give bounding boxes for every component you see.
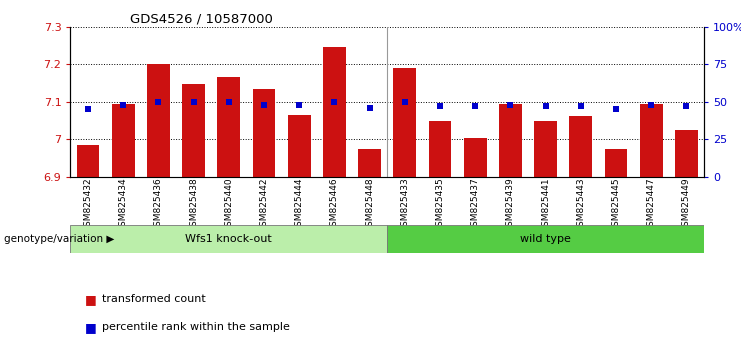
Text: GSM825433: GSM825433 bbox=[400, 177, 409, 232]
Text: GSM825448: GSM825448 bbox=[365, 177, 374, 232]
Bar bbox=[112, 104, 135, 177]
Text: percentile rank within the sample: percentile rank within the sample bbox=[102, 322, 290, 332]
Text: GSM825440: GSM825440 bbox=[225, 177, 233, 232]
Text: ■: ■ bbox=[85, 321, 97, 334]
Text: GSM825432: GSM825432 bbox=[84, 177, 93, 232]
Bar bbox=[464, 138, 487, 177]
Text: GSM825439: GSM825439 bbox=[506, 177, 515, 232]
Bar bbox=[76, 145, 99, 177]
Bar bbox=[358, 149, 381, 177]
Text: ■: ■ bbox=[85, 293, 97, 306]
Bar bbox=[147, 64, 170, 177]
Bar bbox=[182, 84, 205, 177]
Text: GSM825442: GSM825442 bbox=[259, 177, 268, 232]
Text: GDS4526 / 10587000: GDS4526 / 10587000 bbox=[130, 12, 273, 25]
Text: GSM825437: GSM825437 bbox=[471, 177, 479, 232]
Bar bbox=[569, 116, 592, 177]
Text: GSM825443: GSM825443 bbox=[576, 177, 585, 232]
Text: wild type: wild type bbox=[520, 234, 571, 244]
Text: GSM825438: GSM825438 bbox=[189, 177, 198, 232]
Bar bbox=[70, 225, 387, 253]
Text: GSM825441: GSM825441 bbox=[541, 177, 550, 232]
Text: Wfs1 knock-out: Wfs1 knock-out bbox=[185, 234, 272, 244]
Text: GSM825444: GSM825444 bbox=[295, 177, 304, 232]
Bar bbox=[323, 47, 346, 177]
Text: genotype/variation ▶: genotype/variation ▶ bbox=[4, 234, 114, 244]
Text: GSM825435: GSM825435 bbox=[436, 177, 445, 232]
Text: GSM825445: GSM825445 bbox=[611, 177, 620, 232]
Text: GSM825436: GSM825436 bbox=[154, 177, 163, 232]
Text: GSM825447: GSM825447 bbox=[647, 177, 656, 232]
Text: GSM825449: GSM825449 bbox=[682, 177, 691, 232]
Bar bbox=[428, 121, 451, 177]
Text: GSM825434: GSM825434 bbox=[119, 177, 127, 232]
Bar bbox=[675, 130, 698, 177]
Bar bbox=[499, 104, 522, 177]
Text: transformed count: transformed count bbox=[102, 294, 205, 304]
Bar bbox=[639, 104, 662, 177]
Text: GSM825446: GSM825446 bbox=[330, 177, 339, 232]
Bar bbox=[393, 68, 416, 177]
Bar bbox=[288, 115, 310, 177]
Bar bbox=[217, 77, 240, 177]
Bar bbox=[253, 88, 276, 177]
Bar bbox=[534, 121, 557, 177]
Bar bbox=[387, 225, 704, 253]
Bar bbox=[605, 149, 628, 177]
